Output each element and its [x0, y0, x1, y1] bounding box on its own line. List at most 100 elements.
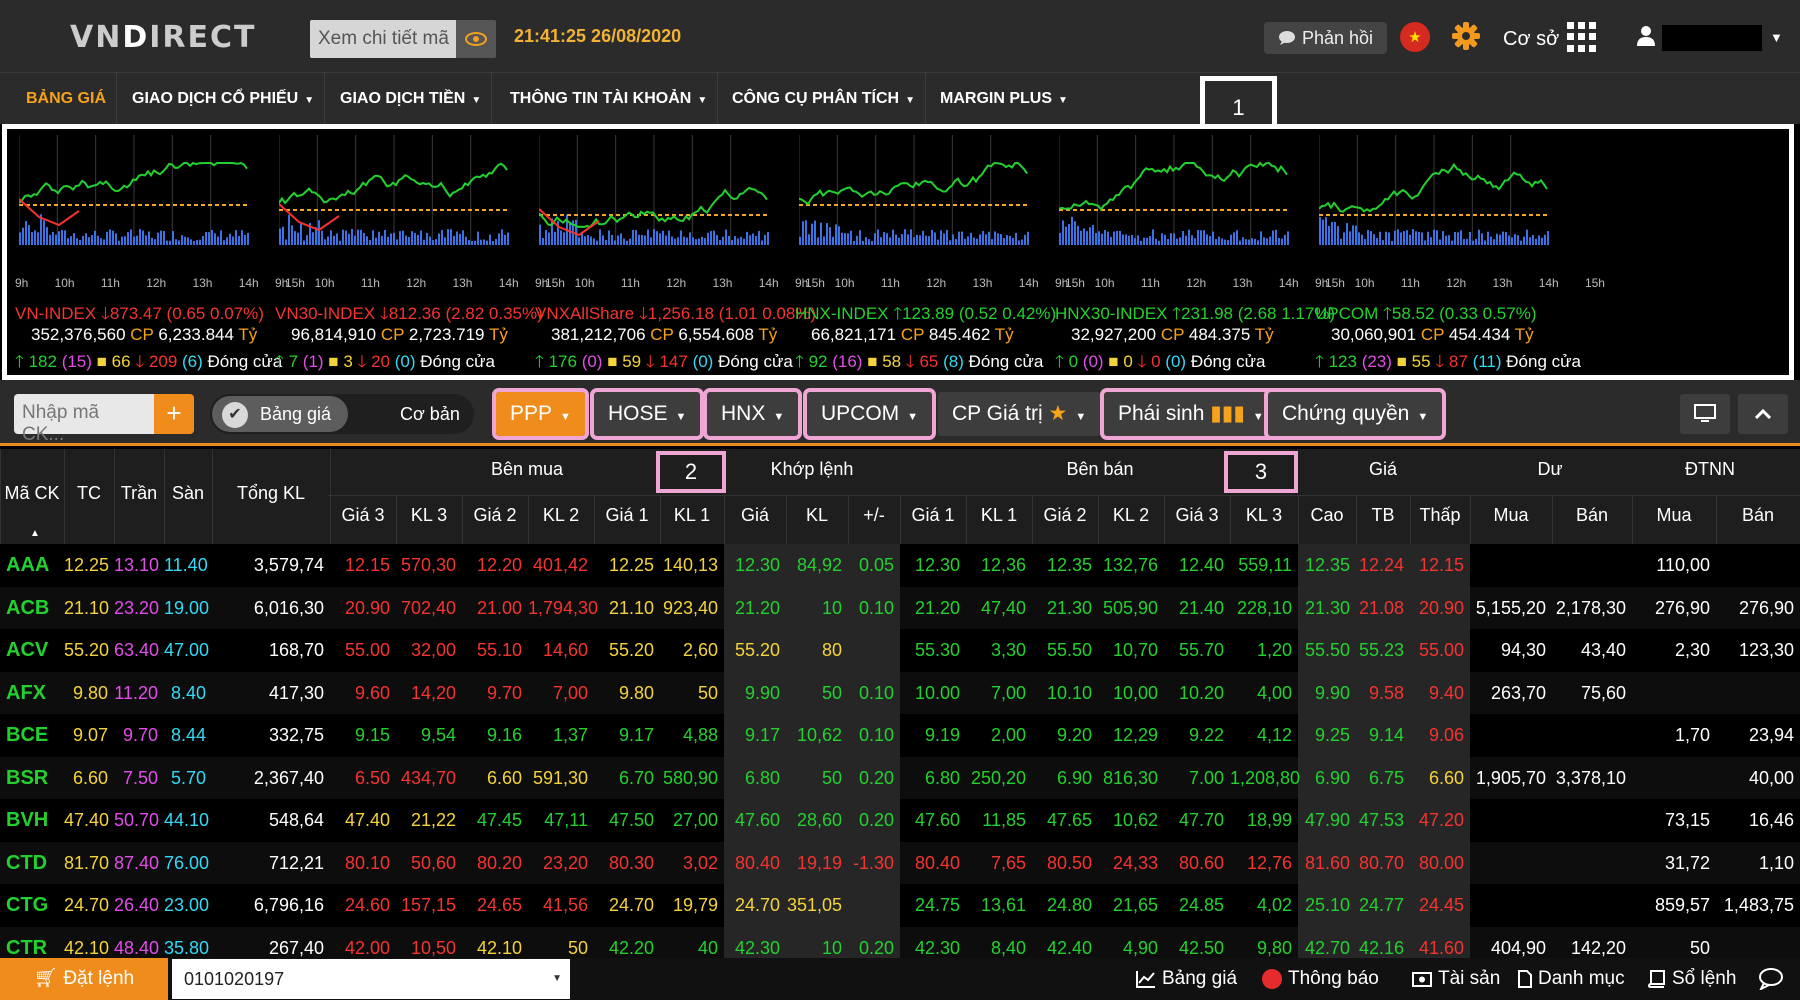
- view-stock-button[interactable]: [456, 20, 496, 58]
- column-header[interactable]: KL 2: [542, 505, 580, 525]
- intraday-chart[interactable]: [19, 135, 249, 245]
- stock-symbol[interactable]: BCE: [6, 724, 49, 746]
- stock-symbol[interactable]: AFX: [6, 681, 46, 704]
- place-order-button[interactable]: 🛒︎ Đặt lệnh: [0, 958, 168, 1000]
- index-card[interactable]: 9h 10h 11h 12h 13h 14h 15h HNX30-INDEX 🡑231.98 …: [1051, 133, 1349, 376]
- stock-symbol[interactable]: BSR: [6, 766, 49, 789]
- upcom-dropdown[interactable]: UPCOM ▼: [802, 388, 937, 440]
- column-header[interactable]: +/-: [863, 505, 885, 525]
- feedback-button[interactable]: Phản hồi: [1264, 22, 1388, 54]
- add-stock-button[interactable]: +: [154, 394, 194, 434]
- table-row[interactable]: AFX 9.80 11.20 8.40 417,30 9.60 14,20 9.70 7,00 9…: [0, 671, 1800, 714]
- assets-link[interactable]: Tài sản: [1412, 958, 1500, 1000]
- stock-symbol[interactable]: ACB: [6, 596, 50, 619]
- column-header[interactable]: Mua: [1493, 505, 1529, 525]
- column-header[interactable]: KL 2: [1112, 505, 1150, 525]
- stock-symbol[interactable]: BVH: [6, 809, 49, 831]
- sort-asc-icon[interactable]: ▲: [30, 528, 40, 539]
- account-select[interactable]: 0101020197 ▼: [172, 959, 570, 999]
- table-row[interactable]: ACV 55.20 63.40 47.00 168,70 55.00 32,00 55.10 1…: [0, 629, 1800, 672]
- order-book-link[interactable]: Sổ lệnh: [1648, 958, 1736, 1000]
- hose-dropdown[interactable]: HOSE ▼: [589, 388, 705, 440]
- toggle-basic[interactable]: Cơ bản: [400, 404, 460, 424]
- cp-value-dropdown[interactable]: CP Giá trị ★ ▼: [938, 392, 1101, 436]
- column-header[interactable]: Bán: [1741, 505, 1775, 525]
- column-header[interactable]: Cao: [1310, 505, 1344, 525]
- table-row[interactable]: CTR 42.10 48.40 35.80 267,40 42.00 10,50 42.10 5…: [0, 926, 1800, 959]
- intraday-chart[interactable]: [1319, 135, 1549, 245]
- column-header[interactable]: Bán: [1575, 505, 1609, 525]
- derivatives-dropdown[interactable]: Phái sinh ▮▮▮ ▼: [1100, 388, 1282, 440]
- column-header[interactable]: KL 1: [980, 505, 1018, 525]
- column-header[interactable]: KL 3: [410, 505, 448, 525]
- table-row[interactable]: BVH 47.40 50.70 44.10 548,64 47.40 21,22 47.45 4…: [0, 799, 1800, 842]
- intraday-chart[interactable]: [799, 135, 1029, 245]
- watchlist-link[interactable]: Danh mục: [1518, 958, 1625, 1000]
- stock-symbol[interactable]: CTR: [6, 936, 48, 959]
- index-card[interactable]: 9h 10h 11h 12h 13h 14h 15h UPCOM 🡑58.52 (0.33 0…: [1311, 133, 1609, 376]
- index-card[interactable]: 9h 10h 11h 12h 13h 14h 15h VNXAllShare 🡓1,256.1…: [531, 133, 829, 376]
- hnx-dropdown[interactable]: HNX ▼: [702, 388, 803, 440]
- intraday-chart[interactable]: [539, 135, 769, 245]
- vietnam-flag-icon[interactable]: ★: [1400, 22, 1430, 52]
- warrants-dropdown[interactable]: Chứng quyền ▼: [1263, 388, 1447, 440]
- nav-stock-trading[interactable]: GIAO DỊCH CỔ PHIẾU ▼: [122, 73, 326, 125]
- column-header[interactable]: Giá: [740, 505, 769, 525]
- stock-symbol[interactable]: CTD: [6, 851, 48, 874]
- index-card[interactable]: 9h 10h 11h 12h 13h 14h 15h HNX-INDEX 🡑123.89 (0…: [791, 133, 1089, 376]
- nav-bang-gia[interactable]: BẢNG GIÁ: [16, 73, 117, 125]
- table-cell: 24.85: [1178, 895, 1224, 915]
- chat-icon[interactable]: [1758, 958, 1784, 1000]
- stock-symbol[interactable]: ACV: [6, 639, 49, 661]
- column-header[interactable]: Trần: [120, 483, 158, 503]
- apps-grid-icon[interactable]: [1567, 22, 1597, 52]
- stock-symbol[interactable]: AAA: [6, 554, 50, 576]
- column-header[interactable]: KL: [805, 505, 829, 525]
- column-header[interactable]: Mã CK: [4, 483, 60, 503]
- intraday-chart[interactable]: [1059, 135, 1289, 245]
- notifications-link[interactable]: Thông báo: [1262, 958, 1379, 1000]
- nav-analysis-tools[interactable]: CÔNG CỤ PHÂN TÍCH ▼: [722, 73, 927, 125]
- column-header[interactable]: Sàn: [171, 483, 205, 503]
- display-mode-button[interactable]: [1680, 394, 1730, 434]
- column-header[interactable]: TC: [77, 483, 101, 503]
- column-header[interactable]: Giá 1: [911, 505, 955, 525]
- toggle-price-board[interactable]: ✔ Bảng giá: [212, 396, 348, 432]
- user-name-redacted[interactable]: [1662, 25, 1762, 51]
- column-header[interactable]: KL 3: [1245, 505, 1283, 525]
- gear-icon[interactable]: [1450, 20, 1482, 57]
- stock-detail-search-input[interactable]: Xem chi tiết mã: [310, 20, 458, 58]
- ppp-button[interactable]: PPP ▼: [492, 388, 589, 440]
- column-header[interactable]: Thấp: [1419, 505, 1461, 525]
- intraday-chart[interactable]: [279, 135, 509, 245]
- column-header[interactable]: TB: [1371, 505, 1395, 525]
- column-header[interactable]: Giá 1: [605, 505, 649, 525]
- price-board-link[interactable]: Bảng giá: [1136, 958, 1237, 1000]
- column-header[interactable]: KL 1: [673, 505, 711, 525]
- table-row[interactable]: BSR 6.60 7.50 5.70 2,367,40 6.50 434,70 6.60 591…: [0, 756, 1800, 799]
- nav-account-info[interactable]: THÔNG TIN TÀI KHOẢN ▼: [500, 73, 719, 125]
- table-row[interactable]: BCE 9.07 9.70 8.44 332,75 9.15 9,54 9.16 1,37 9.1…: [0, 714, 1800, 757]
- stock-code-input[interactable]: Nhập mã CK...: [14, 394, 154, 445]
- user-icon[interactable]: [1636, 24, 1656, 53]
- view-toggle[interactable]: ✔ Bảng giá Cơ bản: [210, 394, 474, 434]
- column-header[interactable]: Giá 3: [341, 505, 385, 525]
- collapse-panel-button[interactable]: [1738, 394, 1788, 434]
- vndirect-logo[interactable]: VNDIRECT: [70, 20, 257, 55]
- table-row[interactable]: ACB 21.10 23.20 19.00 6,016,30 20.90 702,40 21.…: [0, 586, 1800, 629]
- table-row[interactable]: AAA 12.25 13.10 11.40 3,579,74 12.15 570,30 12.…: [0, 544, 1800, 587]
- index-card[interactable]: 9h 10h 11h 12h 13h 14h 15h VN-INDEX 🡓873.47 (0.…: [11, 133, 309, 376]
- base-market-label[interactable]: Cơ sở: [1503, 28, 1560, 50]
- column-header[interactable]: Mua: [1656, 505, 1692, 525]
- column-header[interactable]: Tổng KL: [236, 483, 306, 503]
- column-header[interactable]: Giá 3: [1175, 505, 1219, 525]
- index-card[interactable]: 9h 10h 11h 12h 13h 14h 15h VN30-INDEX 🡓812.36 (…: [271, 133, 569, 376]
- column-header[interactable]: Giá 2: [473, 505, 517, 525]
- chevron-down-icon[interactable]: ▼: [1770, 30, 1783, 45]
- nav-margin-plus[interactable]: MARGIN PLUS ▼: [940, 90, 1068, 107]
- stock-symbol[interactable]: CTG: [6, 894, 49, 916]
- nav-cash-trading[interactable]: GIAO DỊCH TIỀN ▼: [330, 73, 493, 125]
- table-row[interactable]: CTG 24.70 26.40 23.00 6,796,16 24.60 157,15 24.…: [0, 884, 1800, 927]
- table-row[interactable]: CTD 81.70 87.40 76.00 712,21 80.10 50,60 80.20 2…: [0, 841, 1800, 884]
- column-header[interactable]: Giá 2: [1043, 505, 1087, 525]
